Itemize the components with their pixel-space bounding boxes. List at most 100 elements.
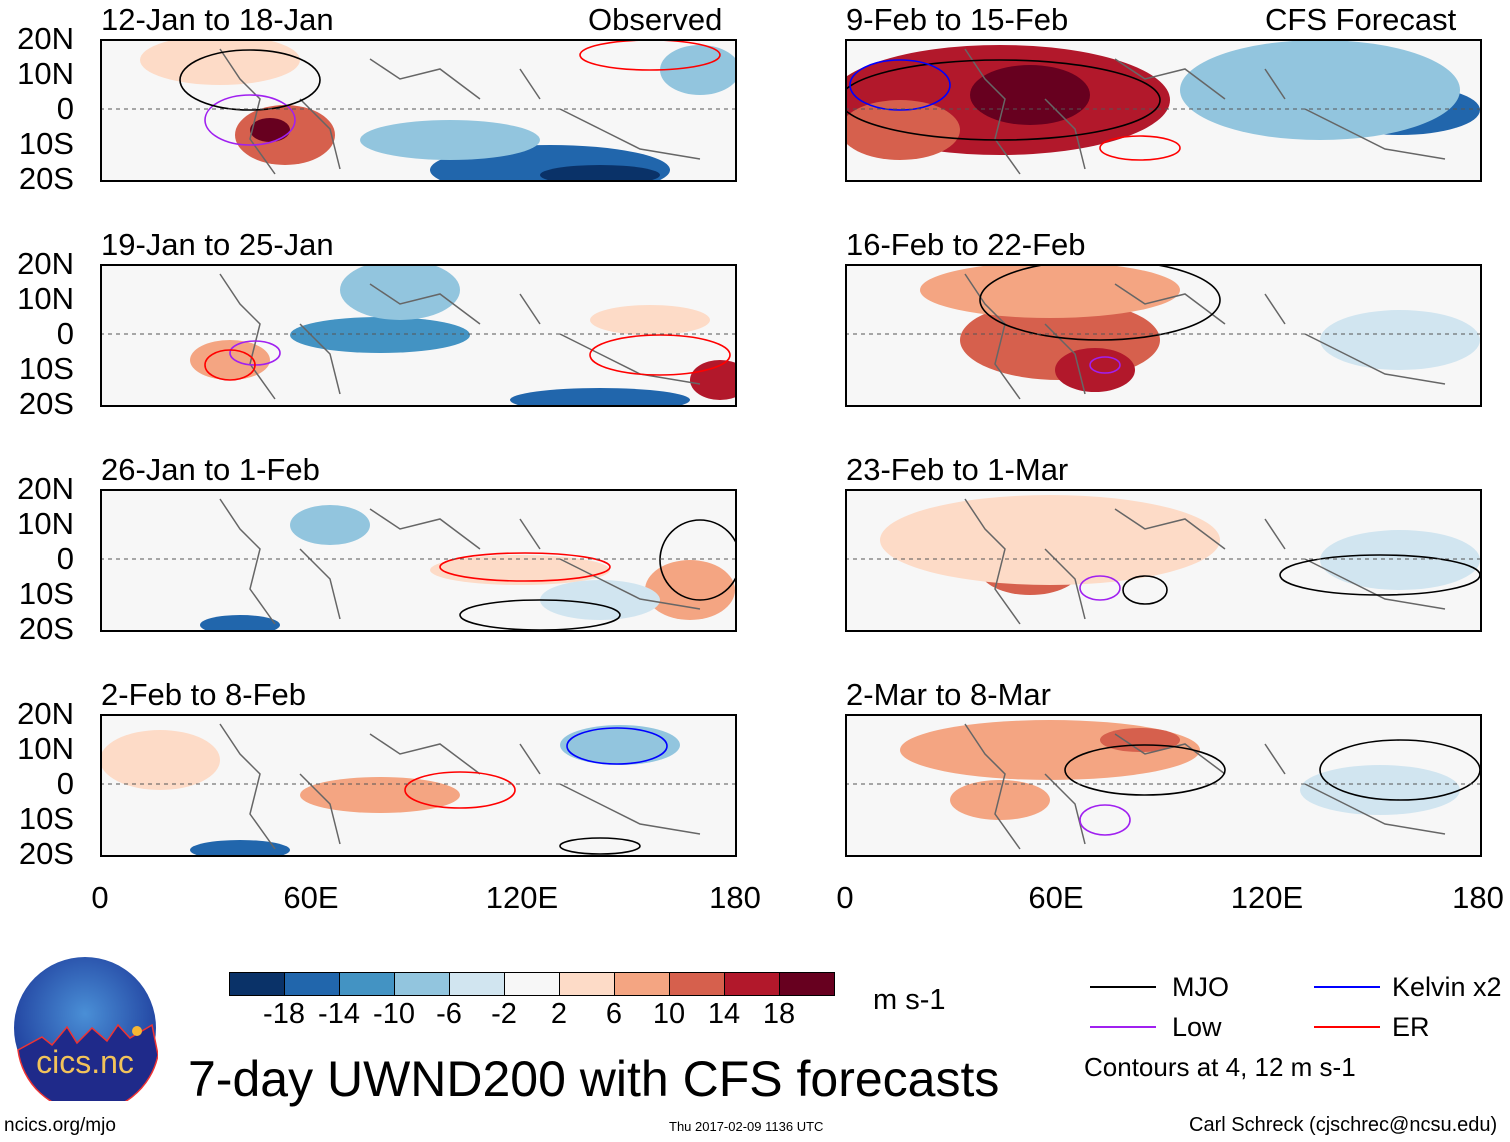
lon-label: 0 <box>91 880 109 915</box>
anomaly-shading <box>560 725 680 765</box>
lon-label: 0 <box>836 880 854 915</box>
anomaly-shading <box>540 580 660 620</box>
lat-label: 0 <box>56 316 74 351</box>
coastlines <box>219 498 701 625</box>
lat-label: 10S <box>18 801 74 836</box>
anomaly-shading <box>290 317 470 353</box>
map-panel <box>100 264 737 407</box>
anomaly-shading <box>360 120 540 160</box>
contour-line <box>439 552 611 582</box>
lat-label: 0 <box>56 766 74 801</box>
map-panel <box>100 714 737 857</box>
colorbar-swatch <box>284 972 340 996</box>
contour-line <box>845 59 1161 141</box>
footer-credit: Carl Schreck (cjschrec@ncsu.edu) <box>1189 1114 1498 1136</box>
anomaly-shading <box>645 560 735 620</box>
colorbar-label: 6 <box>605 998 623 1030</box>
coastlines <box>219 723 701 850</box>
lat-label: 20N <box>17 246 74 281</box>
colorbar-swatch <box>449 972 505 996</box>
colorbar-swatch <box>229 972 285 996</box>
anomaly-shading <box>845 100 960 160</box>
contour-line <box>1099 135 1181 161</box>
legend-er: ER <box>1392 1012 1430 1042</box>
anomaly-shading <box>950 780 1050 820</box>
panel-title: 16-Feb to 22-Feb <box>846 227 1086 262</box>
lat-label: 20S <box>18 386 74 421</box>
coastlines <box>964 498 1446 625</box>
map-panel <box>845 39 1482 182</box>
anomaly-shading <box>1300 765 1460 815</box>
colorbar-label: -14 <box>318 998 360 1030</box>
legend-er-line <box>1314 1026 1380 1028</box>
panel-title: 9-Feb to 15-Feb <box>846 2 1069 37</box>
legend-mjo: MJO <box>1172 972 1229 1002</box>
map-panel <box>845 714 1482 857</box>
anomaly-shading <box>660 45 737 95</box>
colorbar-label: 2 <box>550 998 568 1030</box>
contour-line <box>1122 575 1168 605</box>
panel-title: 23-Feb to 1-Mar <box>846 452 1069 487</box>
cics-logo: cics.nc <box>14 957 158 1101</box>
anomaly-shading <box>190 840 290 857</box>
lat-label: 20S <box>18 836 74 871</box>
contour-line <box>849 59 951 111</box>
anomaly-shading <box>100 730 220 790</box>
anomaly-shading <box>1180 40 1460 140</box>
colorbar-label: -2 <box>491 998 517 1030</box>
panel-title: 2-Mar to 8-Mar <box>846 677 1051 712</box>
lat-label: 10N <box>17 506 74 541</box>
panel-title: 12-Jan to 18-Jan <box>101 2 334 37</box>
colorbar-label: 14 <box>707 998 741 1030</box>
contour-line <box>179 49 321 111</box>
contour-line <box>566 727 668 765</box>
contour-line <box>404 771 516 809</box>
forecast-label: CFS Forecast <box>1265 2 1457 37</box>
lat-label: 20N <box>17 21 74 56</box>
anomaly-shading <box>300 777 460 813</box>
legend-kelvin-line <box>1314 986 1380 988</box>
contour-note: Contours at 4, 12 m s-1 <box>1084 1052 1356 1082</box>
lat-label: 20S <box>18 161 74 196</box>
colorbar-label: -18 <box>263 998 305 1030</box>
svg-text:cics.nc: cics.nc <box>36 1044 134 1080</box>
coastlines <box>219 273 701 400</box>
anomaly-shading <box>590 305 710 335</box>
colorbar-swatch <box>394 972 450 996</box>
lat-label: 0 <box>56 541 74 576</box>
lat-label: 10S <box>18 126 74 161</box>
lat-label: 10S <box>18 351 74 386</box>
map-panel <box>845 264 1482 407</box>
colorbar-label: -10 <box>373 998 415 1030</box>
lon-label: 120E <box>1230 880 1304 915</box>
coastlines <box>964 48 1446 175</box>
lat-label: 10N <box>17 281 74 316</box>
lat-label: 0 <box>56 91 74 126</box>
anomaly-shading <box>340 264 460 320</box>
footer-timestamp: Thu 2017-02-09 1136 UTC <box>669 1119 824 1134</box>
colorbar-units: m s-1 <box>873 984 946 1016</box>
contour-line <box>559 837 641 855</box>
colorbar-label: -6 <box>436 998 462 1030</box>
contour-line <box>204 349 256 381</box>
colorbar-swatch <box>504 972 560 996</box>
main-title: 7-day UWND200 with CFS forecasts <box>188 1051 1000 1107</box>
legend-kelvin: Kelvin x2 <box>1392 972 1502 1002</box>
map-panel <box>845 489 1482 632</box>
colorbar-label: 10 <box>652 998 686 1030</box>
lon-label: 180 <box>709 880 761 915</box>
colorbar-swatch <box>559 972 615 996</box>
lon-label: 120E <box>485 880 559 915</box>
contour-line <box>1079 575 1121 601</box>
legend-mjo-line <box>1090 986 1156 988</box>
colorbar-swatch <box>669 972 725 996</box>
lat-label: 10N <box>17 731 74 766</box>
lat-label: 20N <box>17 696 74 731</box>
contour-line <box>1064 744 1226 796</box>
contour-line <box>204 94 296 146</box>
anomaly-shading <box>290 505 370 545</box>
lon-label: 60E <box>1028 880 1084 915</box>
anomaly-shading <box>190 340 270 380</box>
legend-low: Low <box>1172 1012 1222 1042</box>
